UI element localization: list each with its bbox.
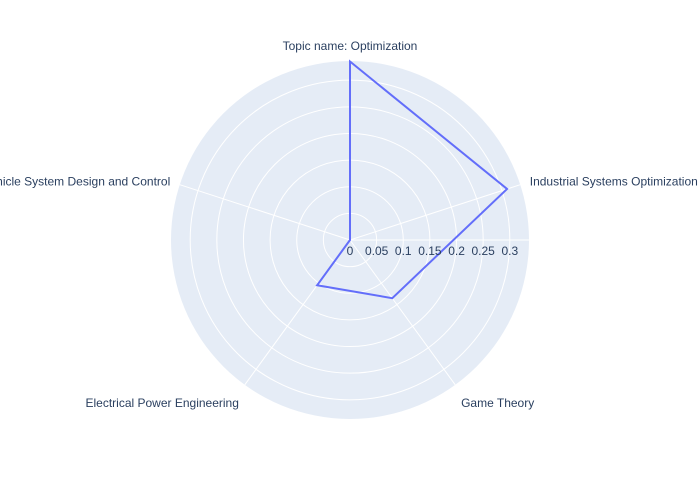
radial-tick-label: 0.1 bbox=[395, 244, 412, 258]
data-layer bbox=[315, 59, 509, 300]
angular-spoke bbox=[349, 184, 521, 241]
angular-axis-label: Industrial Systems Optimization bbox=[530, 175, 698, 189]
radial-tick-label: 0.05 bbox=[365, 244, 389, 258]
radial-tick-label: 0.15 bbox=[418, 244, 442, 258]
radial-tick-label: 0.3 bbox=[501, 244, 518, 258]
radial-tick-label: 0.2 bbox=[448, 244, 465, 258]
angular-axis-labels: Topic name: Optimization Industrial Syste… bbox=[0, 39, 698, 410]
angular-axis-label: Vehicle System Design and Control bbox=[0, 175, 170, 189]
series-line bbox=[315, 59, 509, 300]
radial-tick-label: 0.25 bbox=[472, 244, 496, 258]
angular-axis-label: Electrical Power Engineering bbox=[85, 396, 238, 410]
angular-axis-label: Topic name: Optimization bbox=[283, 39, 418, 53]
angular-spoke bbox=[349, 239, 456, 386]
angular-spoke bbox=[179, 184, 351, 241]
angular-axis-label: Game Theory bbox=[461, 396, 534, 410]
radial-tick-labels: 0 0.05 0.1 0.15 0.2 0.25 0.3 bbox=[347, 244, 519, 258]
radial-tick-label: 0 bbox=[347, 244, 354, 258]
